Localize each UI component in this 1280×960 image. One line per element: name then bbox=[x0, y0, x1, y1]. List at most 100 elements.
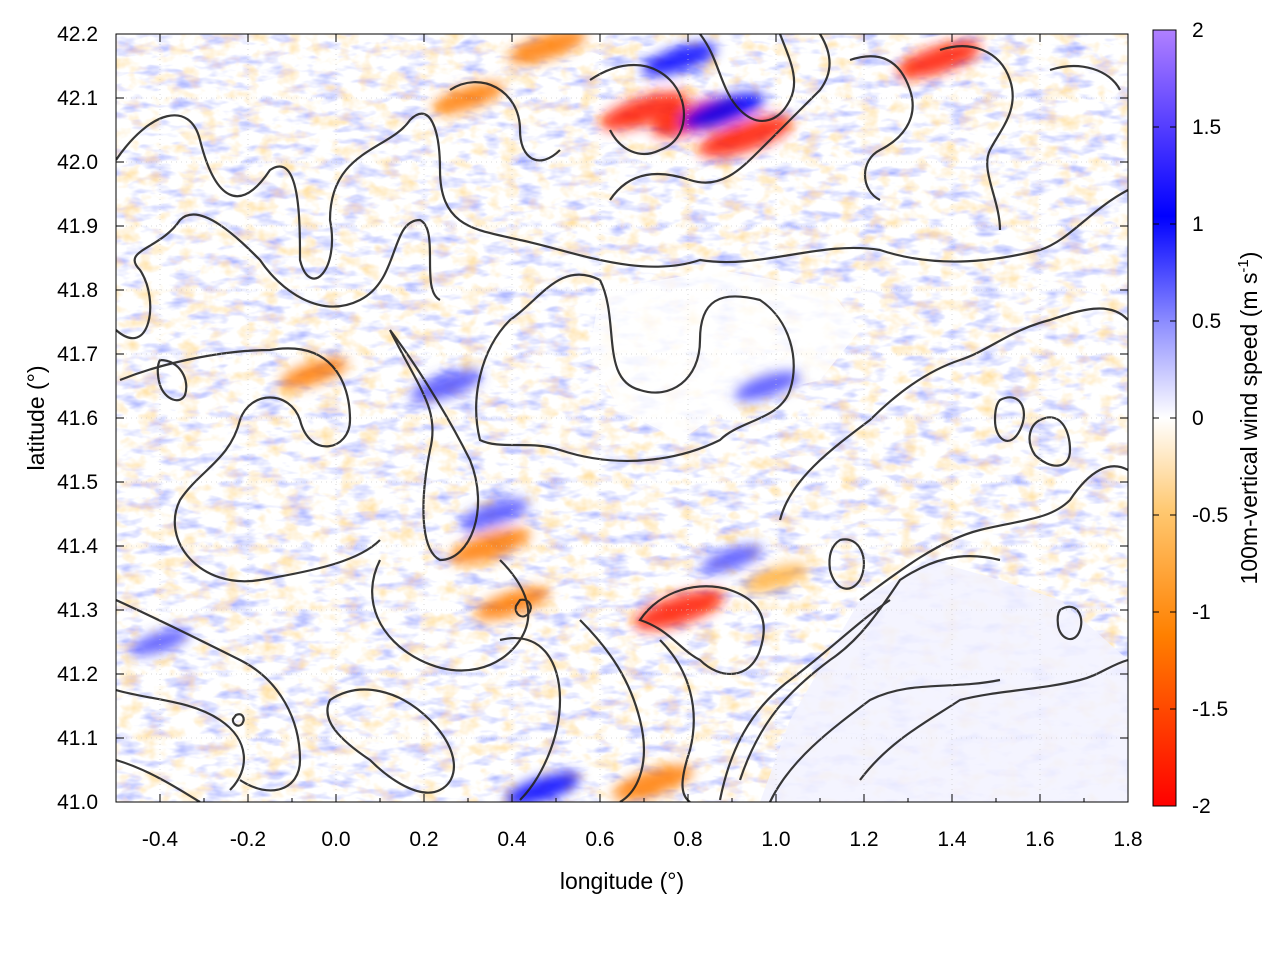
colorbar-ticks bbox=[1153, 29, 1176, 807]
y-axis-title: latitude (°) bbox=[23, 365, 49, 470]
contour-line bbox=[828, 538, 865, 590]
colorbar-tick-label: -1 bbox=[1192, 601, 1211, 624]
x-tick-label: 1.0 bbox=[761, 828, 790, 851]
contour-line bbox=[769, 678, 1001, 802]
contour-line bbox=[638, 585, 765, 675]
hotspot bbox=[743, 563, 809, 593]
contour-line bbox=[499, 637, 562, 801]
y-tick-label: 41.3 bbox=[57, 599, 98, 622]
heatmap-field bbox=[116, 34, 1128, 802]
contour-line bbox=[119, 347, 381, 583]
colorbar-tick-label: -2 bbox=[1192, 795, 1211, 818]
hotspot bbox=[634, 589, 725, 631]
contour-line bbox=[859, 465, 1128, 601]
gridlines bbox=[116, 34, 1128, 802]
y-tick-label: 41.0 bbox=[57, 791, 98, 814]
contour-line bbox=[116, 758, 201, 802]
x-tick-label: -0.4 bbox=[142, 828, 179, 851]
hotspot bbox=[698, 115, 792, 158]
contour-line bbox=[371, 559, 530, 672]
x-tick-label: 1.2 bbox=[849, 828, 878, 851]
x-tick-label: 1.6 bbox=[1025, 828, 1054, 851]
hotspot bbox=[505, 772, 581, 802]
colorbar-tick-labels: 2 1.5 1 0.5 0 -0.5 -1 -1.5 -2 bbox=[1192, 19, 1228, 818]
contour-line bbox=[993, 396, 1025, 442]
hotspot bbox=[600, 91, 688, 131]
x-axis-title: longitude (°) bbox=[560, 868, 684, 894]
x-tick-label: 0.6 bbox=[585, 828, 614, 851]
colorbar-title: 100m-vertical wind speed (m s-1) bbox=[1235, 252, 1262, 585]
hotspot bbox=[508, 34, 587, 65]
colorbar-title-sup: -1 bbox=[1235, 259, 1252, 272]
contour-line bbox=[326, 688, 455, 794]
contour-line bbox=[449, 81, 561, 162]
x-tick-label: 1.4 bbox=[937, 828, 967, 851]
contour-line bbox=[1056, 605, 1083, 641]
contour-line bbox=[475, 273, 795, 463]
y-tick-label: 41.6 bbox=[57, 407, 98, 430]
contour-line bbox=[849, 55, 914, 201]
contour-line bbox=[738, 554, 1001, 781]
hotspot bbox=[896, 40, 981, 79]
contour-line bbox=[231, 713, 245, 727]
y-tick-label: 42.1 bbox=[57, 87, 98, 110]
contour-line bbox=[579, 619, 645, 802]
contour-line bbox=[156, 358, 188, 402]
contour-line bbox=[116, 213, 441, 340]
colorbar-tick-label: 1 bbox=[1192, 213, 1204, 236]
hotspot bbox=[474, 587, 550, 621]
colorbar-title-main: 100m-vertical wind speed (m s bbox=[1236, 273, 1262, 585]
contour-line bbox=[699, 34, 796, 122]
contour-line bbox=[116, 688, 245, 791]
colorbar-tick-label: -0.5 bbox=[1192, 504, 1228, 527]
x-axis-ticks bbox=[159, 34, 1129, 802]
hotspot bbox=[460, 498, 529, 530]
y-tick-label: 41.9 bbox=[57, 215, 98, 238]
x-tick-label: 0.8 bbox=[673, 828, 702, 851]
contour-line bbox=[939, 45, 1014, 231]
contour-line bbox=[718, 599, 891, 801]
x-tick-label: 0.0 bbox=[321, 828, 350, 851]
y-tick-label: 41.4 bbox=[57, 535, 98, 558]
y-axis-ticks bbox=[116, 33, 1128, 803]
contour-line bbox=[116, 598, 302, 792]
calm-sea-area bbox=[760, 560, 1128, 802]
hotspot bbox=[432, 82, 504, 114]
y-tick-label: 42.0 bbox=[57, 151, 98, 174]
contour-line bbox=[514, 598, 532, 618]
contour-line bbox=[116, 112, 1128, 280]
contour-line bbox=[589, 63, 685, 155]
hotspot bbox=[641, 43, 717, 77]
hotspot bbox=[681, 92, 766, 130]
y-tick-label: 42.2 bbox=[57, 23, 98, 46]
hotspot bbox=[700, 544, 764, 573]
y-tick-label: 41.5 bbox=[57, 471, 98, 494]
y-tick-label: 41.7 bbox=[57, 343, 98, 366]
x-axis-tick-labels: -0.4 -0.2 0.0 0.2 0.4 0.6 0.8 1.0 1.2 1.4 1.6 1.8 bbox=[142, 828, 1143, 851]
contour-line bbox=[1028, 416, 1072, 467]
y-tick-label: 41.1 bbox=[57, 727, 98, 750]
contour-line bbox=[778, 307, 1128, 521]
colorbar-tick-label: 2 bbox=[1192, 19, 1204, 42]
x-tick-label: 0.4 bbox=[497, 828, 527, 851]
y-axis-tick-labels: 41.0 41.1 41.2 41.3 41.4 41.5 41.6 41.7 41.8 41.9… bbox=[57, 23, 98, 814]
contour-line bbox=[659, 639, 695, 802]
y-tick-label: 41.2 bbox=[57, 663, 98, 686]
hotspot bbox=[410, 370, 482, 402]
contour-lines bbox=[116, 34, 1128, 802]
x-tick-label: 1.8 bbox=[1113, 828, 1142, 851]
colorbar-tick-label: 0.5 bbox=[1192, 310, 1221, 333]
calm-plateau-area bbox=[590, 270, 860, 440]
hotspots bbox=[130, 34, 981, 802]
contour-line bbox=[859, 658, 1128, 781]
hotspot bbox=[734, 371, 800, 401]
contour-line bbox=[389, 329, 480, 562]
colorbar-tick-label: 0 bbox=[1192, 407, 1204, 430]
colorbar-tick-label: 1.5 bbox=[1192, 116, 1221, 139]
hotspot bbox=[449, 528, 531, 564]
contour-line bbox=[1049, 65, 1121, 91]
colorbar-tick-label: -1.5 bbox=[1192, 698, 1228, 721]
x-tick-label: 0.2 bbox=[409, 828, 438, 851]
hotspot bbox=[130, 628, 190, 656]
